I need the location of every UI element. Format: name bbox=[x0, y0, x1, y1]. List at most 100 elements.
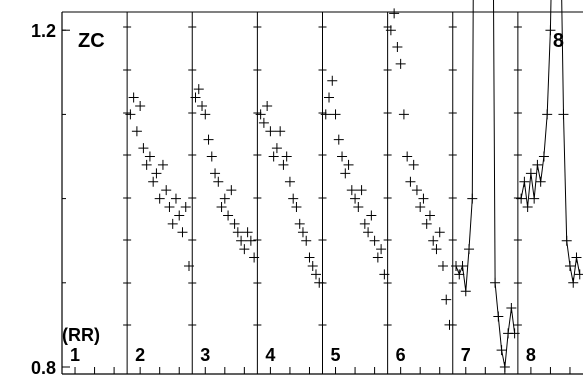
data-point bbox=[424, 210, 435, 221]
panel-5: 5 bbox=[318, 12, 390, 374]
data-point bbox=[366, 210, 377, 221]
data-point bbox=[216, 202, 227, 213]
panel-7: 7 bbox=[448, 0, 520, 374]
data-point bbox=[538, 151, 549, 162]
data-point bbox=[245, 235, 256, 246]
data-point bbox=[291, 202, 302, 213]
data-point bbox=[532, 159, 543, 170]
data-point bbox=[561, 235, 572, 246]
panel-4: 4 bbox=[253, 12, 325, 374]
data-point bbox=[294, 218, 305, 229]
data-point bbox=[213, 176, 224, 187]
data-point bbox=[310, 269, 321, 280]
data-point bbox=[278, 159, 289, 170]
panel-header-label: 8 bbox=[553, 30, 564, 52]
data-point bbox=[408, 159, 419, 170]
data-point bbox=[151, 168, 162, 179]
data-point bbox=[125, 109, 136, 120]
data-point bbox=[457, 260, 468, 271]
panel-1: 1 bbox=[70, 345, 115, 374]
data-point bbox=[356, 185, 367, 196]
panel-2: 2 bbox=[123, 12, 194, 374]
panel-label: 6 bbox=[396, 345, 406, 365]
y-axis: 0.81.21.62.02.4 bbox=[31, 21, 70, 378]
data-point bbox=[177, 227, 188, 238]
panel-label: 4 bbox=[265, 345, 275, 365]
data-point bbox=[265, 126, 276, 137]
data-point bbox=[258, 117, 269, 128]
data-point bbox=[223, 210, 234, 221]
data-point bbox=[164, 202, 175, 213]
panel-label: 7 bbox=[461, 345, 471, 365]
data-point bbox=[522, 202, 533, 213]
panel-note: (RR) bbox=[62, 325, 100, 345]
data-point bbox=[428, 235, 439, 246]
data-point bbox=[372, 252, 383, 263]
data-point bbox=[229, 218, 240, 229]
data-point bbox=[304, 252, 315, 263]
data-point bbox=[275, 126, 286, 137]
data-point bbox=[242, 227, 253, 238]
data-point bbox=[392, 42, 403, 53]
data-point bbox=[506, 303, 517, 314]
data-point bbox=[464, 244, 475, 255]
data-point bbox=[268, 151, 279, 162]
data-point bbox=[301, 235, 312, 246]
panels: 1 2 3 4 5 6 7 8 8 bbox=[70, 0, 583, 374]
data-point bbox=[535, 176, 546, 187]
data-point bbox=[389, 8, 400, 19]
data-point bbox=[210, 168, 221, 179]
data-point bbox=[193, 84, 204, 95]
data-point bbox=[144, 151, 155, 162]
data-point bbox=[454, 269, 465, 280]
data-point bbox=[200, 109, 211, 120]
data-point bbox=[174, 210, 185, 221]
data-point bbox=[333, 134, 344, 145]
data-point bbox=[350, 193, 361, 204]
data-point bbox=[493, 311, 504, 322]
data-point bbox=[255, 109, 266, 120]
data-point bbox=[467, 193, 478, 204]
data-point bbox=[239, 244, 250, 255]
data-point bbox=[128, 92, 139, 103]
data-point bbox=[421, 218, 432, 229]
data-point bbox=[330, 109, 341, 120]
data-point bbox=[180, 202, 191, 213]
data-point bbox=[281, 151, 292, 162]
data-point bbox=[226, 185, 237, 196]
data-point bbox=[519, 176, 530, 187]
data-point bbox=[460, 286, 471, 297]
data-point bbox=[564, 260, 575, 271]
data-point bbox=[568, 277, 579, 288]
data-point bbox=[490, 277, 501, 288]
data-point bbox=[574, 269, 583, 280]
data-point bbox=[148, 176, 159, 187]
data-point bbox=[141, 159, 152, 170]
y-tick-label: 1.2 bbox=[31, 21, 56, 41]
data-point bbox=[402, 151, 413, 162]
corner-label: ZC bbox=[78, 30, 105, 52]
data-point bbox=[434, 227, 445, 238]
data-point bbox=[324, 92, 335, 103]
data-point bbox=[542, 109, 553, 120]
data-point bbox=[363, 227, 374, 238]
data-point bbox=[219, 193, 230, 204]
data-point bbox=[167, 218, 178, 229]
data-point bbox=[236, 235, 247, 246]
data-point bbox=[545, 25, 556, 36]
data-point bbox=[337, 151, 348, 162]
data-point bbox=[529, 193, 540, 204]
data-point bbox=[154, 193, 165, 204]
panel-label: 5 bbox=[331, 345, 341, 365]
data-point bbox=[197, 100, 208, 111]
data-point bbox=[385, 25, 396, 36]
data-point bbox=[206, 151, 217, 162]
data-point bbox=[327, 75, 338, 86]
panel-8: 8 bbox=[513, 0, 583, 374]
data-point bbox=[441, 294, 452, 305]
panel-label: 8 bbox=[526, 345, 536, 365]
data-point bbox=[271, 143, 282, 154]
data-point bbox=[405, 176, 416, 187]
